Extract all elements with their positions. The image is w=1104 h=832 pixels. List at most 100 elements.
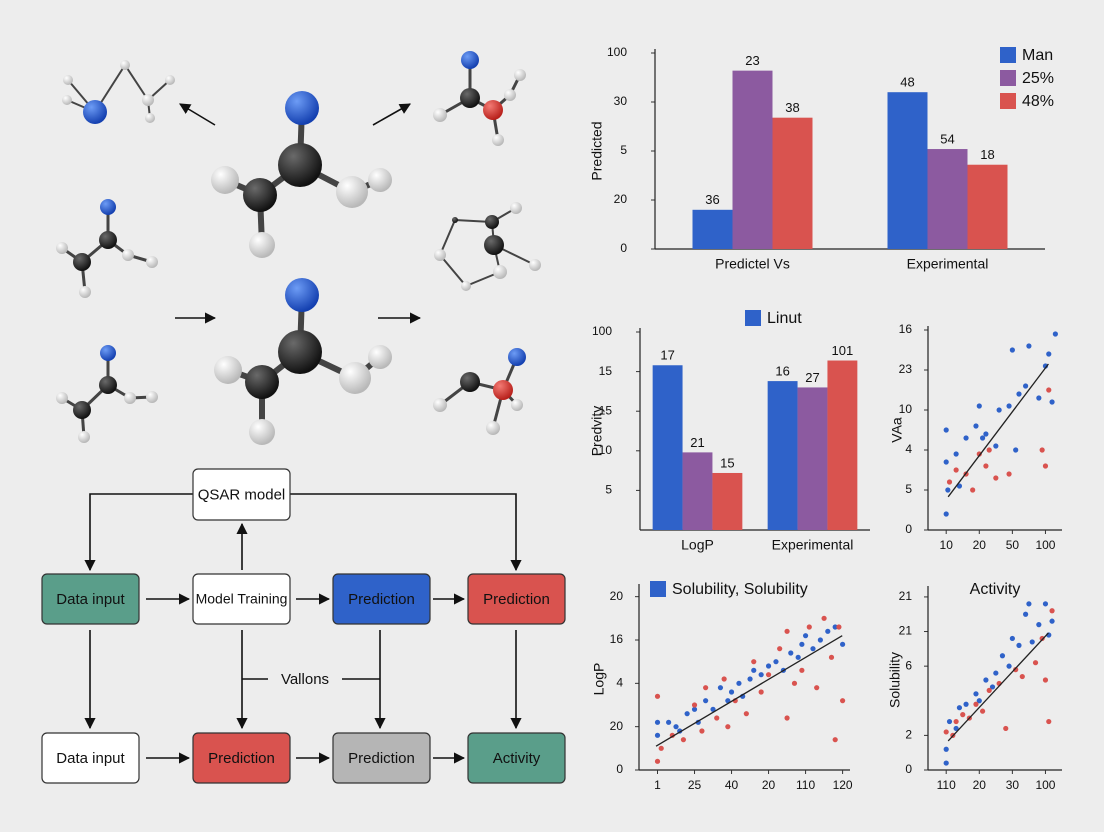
atom: [508, 348, 526, 366]
scatter-point: [1009, 347, 1015, 353]
scatter-point: [714, 715, 720, 721]
bond: [124, 64, 149, 101]
scatter-point: [1049, 399, 1055, 405]
bar: [767, 381, 798, 530]
x-tick-label: 1: [654, 778, 661, 792]
scatter-point: [836, 624, 842, 630]
scatter-point: [821, 615, 827, 621]
scatter-point: [1006, 471, 1012, 477]
atom: [63, 75, 73, 85]
bar: [652, 365, 683, 530]
atom: [336, 176, 368, 208]
bar-annotation: 27: [805, 370, 819, 385]
y-tick-label: 21: [899, 589, 913, 603]
bar-annotation: 16: [775, 364, 789, 379]
scatter-point: [989, 684, 996, 690]
scatter-point: [1026, 343, 1032, 349]
scatter-point: [976, 698, 982, 704]
scatter-point: [1013, 667, 1019, 673]
scatter-point: [976, 451, 982, 457]
flow-node: [332, 573, 431, 625]
atom: [461, 281, 471, 291]
arrow: [372, 103, 411, 126]
scatter-point: [945, 487, 951, 493]
y-tick-label: 0: [905, 762, 912, 776]
scatter-point: [1039, 635, 1045, 642]
scatter-point: [1019, 673, 1025, 680]
flow-node: [332, 732, 431, 784]
legend-label: 48%: [1022, 93, 1054, 110]
legend-label: Man: [1022, 47, 1053, 64]
atom: [100, 199, 116, 215]
flow-node: [192, 732, 291, 784]
scatter-point: [1023, 611, 1029, 617]
atom: [245, 365, 279, 399]
y-tick-label: 10: [599, 443, 613, 457]
scatter-point: [1016, 642, 1022, 648]
scatter-point: [654, 758, 661, 764]
bar: [927, 149, 968, 249]
scatter-point: [703, 698, 709, 704]
scatter-point: [1049, 618, 1055, 624]
scatter-point: [963, 701, 969, 707]
atom: [214, 356, 242, 384]
scatter-point: [825, 628, 831, 634]
atom: [514, 69, 526, 81]
flow-node: [467, 573, 566, 625]
atom: [461, 51, 479, 69]
scatter-point: [956, 483, 963, 489]
atom: [99, 231, 117, 249]
scatter-point: [1042, 463, 1049, 469]
scatter-point: [993, 670, 999, 676]
scatter-point: [960, 712, 966, 718]
atom: [485, 215, 499, 229]
scatter-point: [751, 667, 757, 673]
scatter-point: [703, 685, 709, 691]
scatter-point: [973, 691, 979, 697]
scatter-point: [946, 718, 953, 725]
scatter-point: [983, 463, 989, 469]
scatter-point: [943, 459, 949, 465]
atom: [493, 380, 513, 400]
scatter-point: [1006, 663, 1012, 669]
atom: [434, 249, 446, 261]
scatter-point: [1026, 601, 1032, 607]
scatter-point: [810, 646, 816, 652]
scatter-point: [1039, 447, 1045, 453]
x-tick-label: 120: [833, 778, 853, 792]
y-tick-label: 5: [905, 482, 912, 496]
bar-annotation: 54: [940, 131, 954, 146]
scatter-point: [832, 624, 838, 630]
y-tick-label: 15: [599, 403, 613, 417]
atom: [492, 134, 504, 146]
flow-node-label: Activity: [493, 750, 541, 767]
atom: [285, 278, 319, 312]
scatter-point: [654, 719, 661, 725]
legend-label: 25%: [1022, 70, 1054, 87]
atom: [165, 75, 175, 85]
scatter-point: [699, 728, 705, 734]
atom: [368, 168, 392, 192]
bar-annotation: 23: [745, 53, 759, 68]
scatter-point: [953, 451, 959, 457]
scatter-point: [983, 677, 989, 683]
scatter-point: [946, 479, 953, 485]
scatter-point: [710, 706, 716, 712]
scatter-point: [983, 431, 989, 437]
flow-node: [41, 573, 140, 625]
bar-annotation: 18: [980, 147, 994, 162]
bond: [439, 219, 456, 256]
flow-node: [192, 468, 291, 521]
atom: [142, 94, 154, 106]
y-tick-label: 4: [616, 676, 623, 690]
flow-edges: Vallons: [84, 493, 522, 764]
flow-node-label: Model Training: [196, 591, 288, 607]
atom: [460, 88, 480, 108]
scatter-point: [979, 708, 986, 714]
scatter-point: [684, 711, 690, 717]
scatter-point: [1042, 601, 1049, 607]
atom: [100, 345, 116, 361]
atom: [243, 178, 277, 212]
flow-node: [192, 573, 291, 625]
